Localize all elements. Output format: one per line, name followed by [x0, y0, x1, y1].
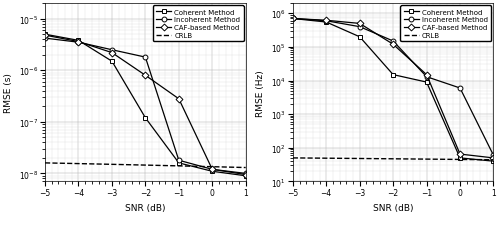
Coherent Method — [76, 40, 82, 42]
CRLB — [109, 163, 115, 166]
CAF-based Method — [290, 18, 296, 21]
CRLB — [210, 165, 216, 168]
CRLB — [356, 158, 362, 160]
CRLB — [142, 164, 148, 167]
CRLB — [324, 157, 330, 160]
Coherent Method — [324, 22, 330, 24]
CRLB — [42, 162, 48, 165]
CAF-based Method — [210, 168, 216, 171]
Coherent Method — [356, 36, 362, 39]
CAF-based Method — [490, 157, 496, 160]
Incoherent Method — [390, 40, 396, 43]
Incoherent Method — [290, 18, 296, 21]
Coherent Method — [142, 117, 148, 120]
Coherent Method — [490, 160, 496, 163]
Coherent Method — [424, 81, 430, 84]
Line: Incoherent Method: Incoherent Method — [42, 37, 248, 176]
Line: Incoherent Method: Incoherent Method — [290, 17, 496, 158]
CAF-based Method — [42, 35, 48, 37]
CAF-based Method — [424, 74, 430, 77]
Incoherent Method — [356, 26, 362, 29]
Incoherent Method — [42, 38, 48, 40]
Incoherent Method — [457, 87, 463, 90]
CAF-based Method — [76, 41, 82, 44]
Coherent Method — [109, 61, 115, 63]
Legend: Coherent Method, Incoherent Method, CAF-based Method, CRLB: Coherent Method, Incoherent Method, CAF-… — [400, 6, 492, 42]
Coherent Method — [210, 170, 216, 173]
CRLB — [457, 158, 463, 161]
Coherent Method — [176, 162, 182, 165]
Incoherent Method — [242, 172, 248, 175]
Incoherent Method — [109, 49, 115, 52]
CAF-based Method — [356, 23, 362, 26]
CAF-based Method — [457, 153, 463, 156]
Line: Coherent Method: Coherent Method — [42, 33, 248, 178]
Coherent Method — [457, 157, 463, 160]
Line: Coherent Method: Coherent Method — [290, 17, 496, 164]
CRLB — [76, 163, 82, 165]
Coherent Method — [390, 74, 396, 77]
Y-axis label: RMSE (s): RMSE (s) — [4, 73, 13, 113]
Incoherent Method — [210, 168, 216, 171]
Coherent Method — [42, 34, 48, 36]
CAF-based Method — [242, 173, 248, 176]
CRLB — [176, 165, 182, 168]
CAF-based Method — [390, 44, 396, 46]
X-axis label: SNR (dB): SNR (dB) — [373, 203, 414, 212]
CRLB — [242, 166, 248, 169]
Line: CAF-based Method: CAF-based Method — [290, 17, 496, 161]
CAF-based Method — [176, 98, 182, 101]
Incoherent Method — [324, 20, 330, 23]
Incoherent Method — [176, 159, 182, 162]
CAF-based Method — [324, 20, 330, 22]
Incoherent Method — [424, 76, 430, 79]
CAF-based Method — [142, 74, 148, 77]
Coherent Method — [242, 175, 248, 177]
Y-axis label: RMSE (Hz): RMSE (Hz) — [256, 70, 266, 116]
Coherent Method — [290, 18, 296, 21]
Legend: Coherent Method, Incoherent Method, CAF-based Method, CRLB: Coherent Method, Incoherent Method, CAF-… — [152, 6, 244, 42]
Line: CAF-based Method: CAF-based Method — [42, 34, 248, 177]
CRLB — [390, 158, 396, 160]
CRLB — [290, 157, 296, 160]
Line: CRLB: CRLB — [45, 163, 246, 168]
Line: CRLB: CRLB — [293, 158, 494, 160]
Incoherent Method — [76, 42, 82, 44]
CAF-based Method — [109, 52, 115, 55]
CRLB — [490, 159, 496, 161]
X-axis label: SNR (dB): SNR (dB) — [125, 203, 166, 212]
Incoherent Method — [490, 154, 496, 157]
CRLB — [424, 158, 430, 161]
Incoherent Method — [142, 57, 148, 59]
